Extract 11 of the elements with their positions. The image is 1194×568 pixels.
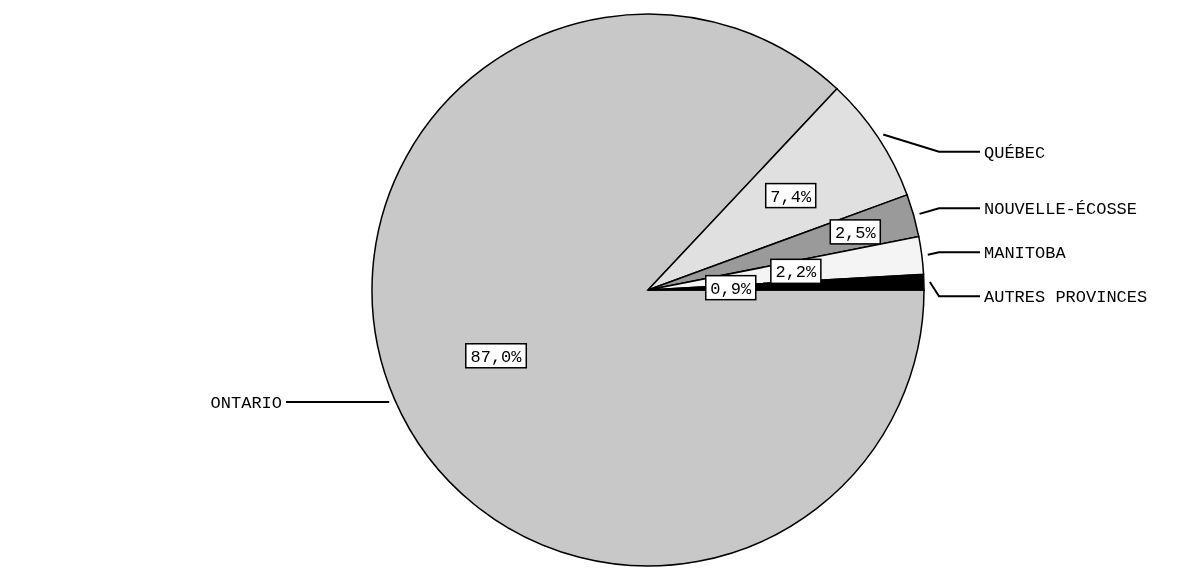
data-label: 0,9% (710, 279, 752, 299)
slice-label: QUÉBEC (984, 143, 1046, 163)
data-label: 2,5% (834, 223, 877, 243)
slice-label: ONTARIO (210, 393, 282, 413)
slice-label: AUTRES PROVINCES (984, 288, 1148, 308)
data-label: 7,4% (770, 187, 812, 207)
pie-slice (371, 13, 925, 567)
slice-label: NOUVELLE-ÉCOSSE (984, 200, 1138, 220)
data-label: 87,0% (470, 347, 523, 367)
data-label: 2,2% (775, 263, 818, 283)
slice-label: MANITOBA (984, 244, 1067, 264)
